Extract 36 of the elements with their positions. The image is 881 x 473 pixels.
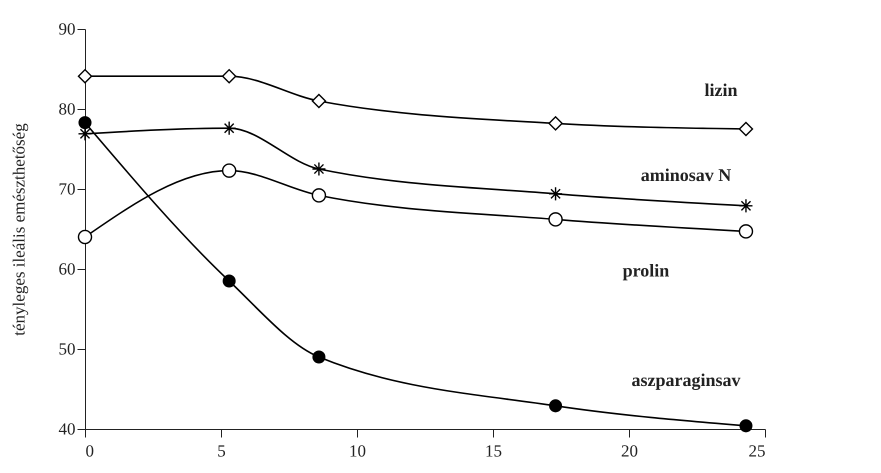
- x-tick-label: 10: [349, 442, 366, 460]
- x-tick-label: 15: [485, 442, 502, 460]
- y-tick-label: 40: [58, 420, 76, 438]
- point: [738, 224, 754, 239]
- point: [78, 116, 92, 130]
- point: [312, 188, 326, 203]
- point: [739, 419, 752, 432]
- point: [549, 399, 562, 412]
- series-label: lizin: [704, 80, 738, 100]
- y-tick-label: 80: [58, 100, 76, 118]
- x-tick-label: 5: [217, 442, 226, 460]
- point: [222, 68, 236, 84]
- point: [222, 163, 236, 178]
- series-label: prolin: [622, 260, 670, 280]
- point: [738, 198, 754, 214]
- point: [548, 212, 563, 227]
- point: [548, 186, 563, 202]
- point: [312, 94, 326, 108]
- series-label: aszparaginsav: [631, 370, 740, 390]
- series-label: aminosav N: [640, 164, 732, 185]
- y-tick-label: 70: [58, 180, 76, 198]
- point: [548, 116, 563, 131]
- point: [312, 162, 326, 176]
- y-axis-title: tényleges ileális emészthetőség: [10, 122, 28, 336]
- point: [222, 274, 236, 288]
- y-tick-label: 90: [58, 20, 76, 38]
- point: [78, 230, 92, 244]
- x-tick-label: 20: [621, 442, 638, 460]
- y-tick-label: 60: [58, 260, 76, 278]
- x-tick-label: 0: [86, 442, 94, 460]
- point: [738, 122, 754, 136]
- point: [78, 68, 92, 84]
- point: [312, 350, 326, 364]
- point: [78, 126, 92, 142]
- x-tick-label: 25: [748, 442, 766, 460]
- y-tick-label: 50: [58, 340, 76, 358]
